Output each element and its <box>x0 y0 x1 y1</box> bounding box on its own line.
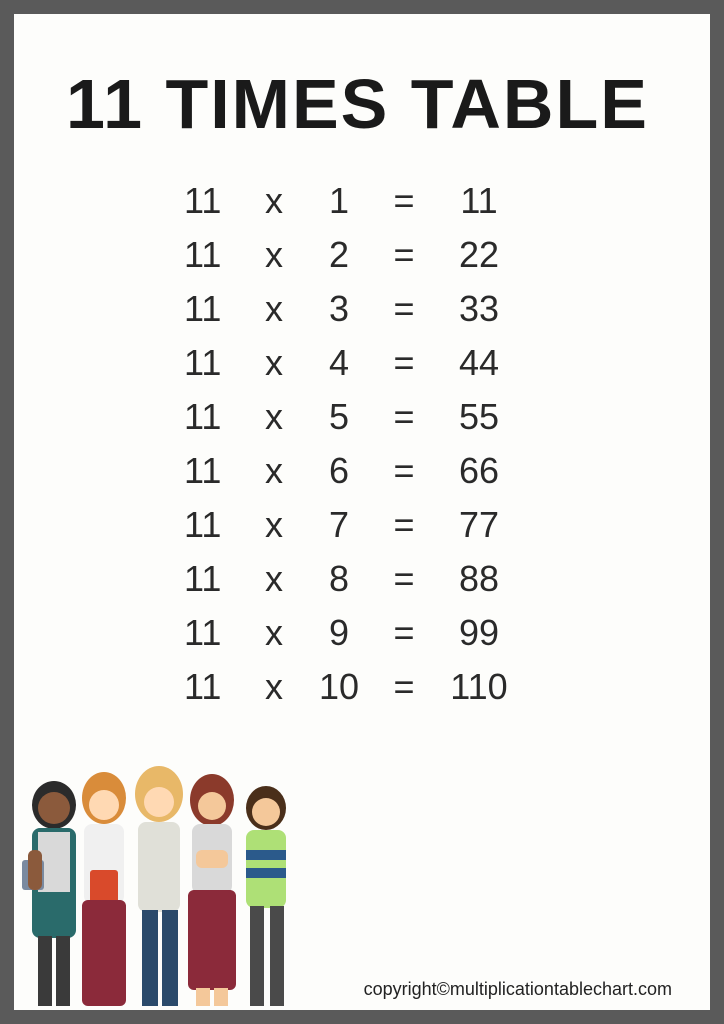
multiplier: 9 <box>304 612 374 654</box>
equals-symbol: = <box>374 234 434 276</box>
times-symbol: x <box>244 450 304 492</box>
multiplicand: 11 <box>184 396 244 438</box>
times-symbol: x <box>244 396 304 438</box>
multiplier: 6 <box>304 450 374 492</box>
multiplier: 3 <box>304 288 374 330</box>
multiplier: 5 <box>304 396 374 438</box>
times-symbol: x <box>244 504 304 546</box>
students-illustration-icon <box>14 750 314 1010</box>
equals-symbol: = <box>374 504 434 546</box>
equals-symbol: = <box>374 288 434 330</box>
product: 110 <box>434 666 524 708</box>
equals-symbol: = <box>374 612 434 654</box>
times-symbol: x <box>244 558 304 600</box>
times-symbol: x <box>244 342 304 384</box>
times-symbol: x <box>244 180 304 222</box>
product: 44 <box>434 342 524 384</box>
multiplicand: 11 <box>184 612 244 654</box>
multiplication-table: 11 x 1 = 11 11 x 2 = 22 11 x 3 = 33 11 x… <box>14 174 710 714</box>
equals-symbol: = <box>374 450 434 492</box>
multiplier: 8 <box>304 558 374 600</box>
product: 77 <box>434 504 524 546</box>
multiplicand: 11 <box>184 288 244 330</box>
product: 99 <box>434 612 524 654</box>
table-row: 11 x 2 = 22 <box>184 228 710 282</box>
product: 11 <box>434 180 524 222</box>
product: 88 <box>434 558 524 600</box>
multiplier: 7 <box>304 504 374 546</box>
multiplier: 2 <box>304 234 374 276</box>
times-symbol: x <box>244 612 304 654</box>
multiplier: 10 <box>304 666 374 708</box>
table-row: 11 x 10 = 110 <box>184 660 710 714</box>
times-symbol: x <box>244 234 304 276</box>
multiplier: 1 <box>304 180 374 222</box>
table-row: 11 x 8 = 88 <box>184 552 710 606</box>
product: 66 <box>434 450 524 492</box>
times-symbol: x <box>244 288 304 330</box>
table-row: 11 x 7 = 77 <box>184 498 710 552</box>
table-row: 11 x 5 = 55 <box>184 390 710 444</box>
equals-symbol: = <box>374 342 434 384</box>
multiplicand: 11 <box>184 558 244 600</box>
table-row: 11 x 6 = 66 <box>184 444 710 498</box>
multiplicand: 11 <box>184 342 244 384</box>
product: 33 <box>434 288 524 330</box>
table-row: 11 x 3 = 33 <box>184 282 710 336</box>
multiplier: 4 <box>304 342 374 384</box>
equals-symbol: = <box>374 666 434 708</box>
times-symbol: x <box>244 666 304 708</box>
table-row: 11 x 4 = 44 <box>184 336 710 390</box>
copyright-text: copyright©multiplicationtablechart.com <box>364 979 672 1000</box>
page-title: 11 TIMES TABLE <box>14 14 710 174</box>
equals-symbol: = <box>374 180 434 222</box>
table-row: 11 x 9 = 99 <box>184 606 710 660</box>
multiplicand: 11 <box>184 666 244 708</box>
equals-symbol: = <box>374 558 434 600</box>
multiplicand: 11 <box>184 180 244 222</box>
table-row: 11 x 1 = 11 <box>184 174 710 228</box>
product: 55 <box>434 396 524 438</box>
product: 22 <box>434 234 524 276</box>
multiplicand: 11 <box>184 450 244 492</box>
multiplicand: 11 <box>184 504 244 546</box>
equals-symbol: = <box>374 396 434 438</box>
multiplicand: 11 <box>184 234 244 276</box>
